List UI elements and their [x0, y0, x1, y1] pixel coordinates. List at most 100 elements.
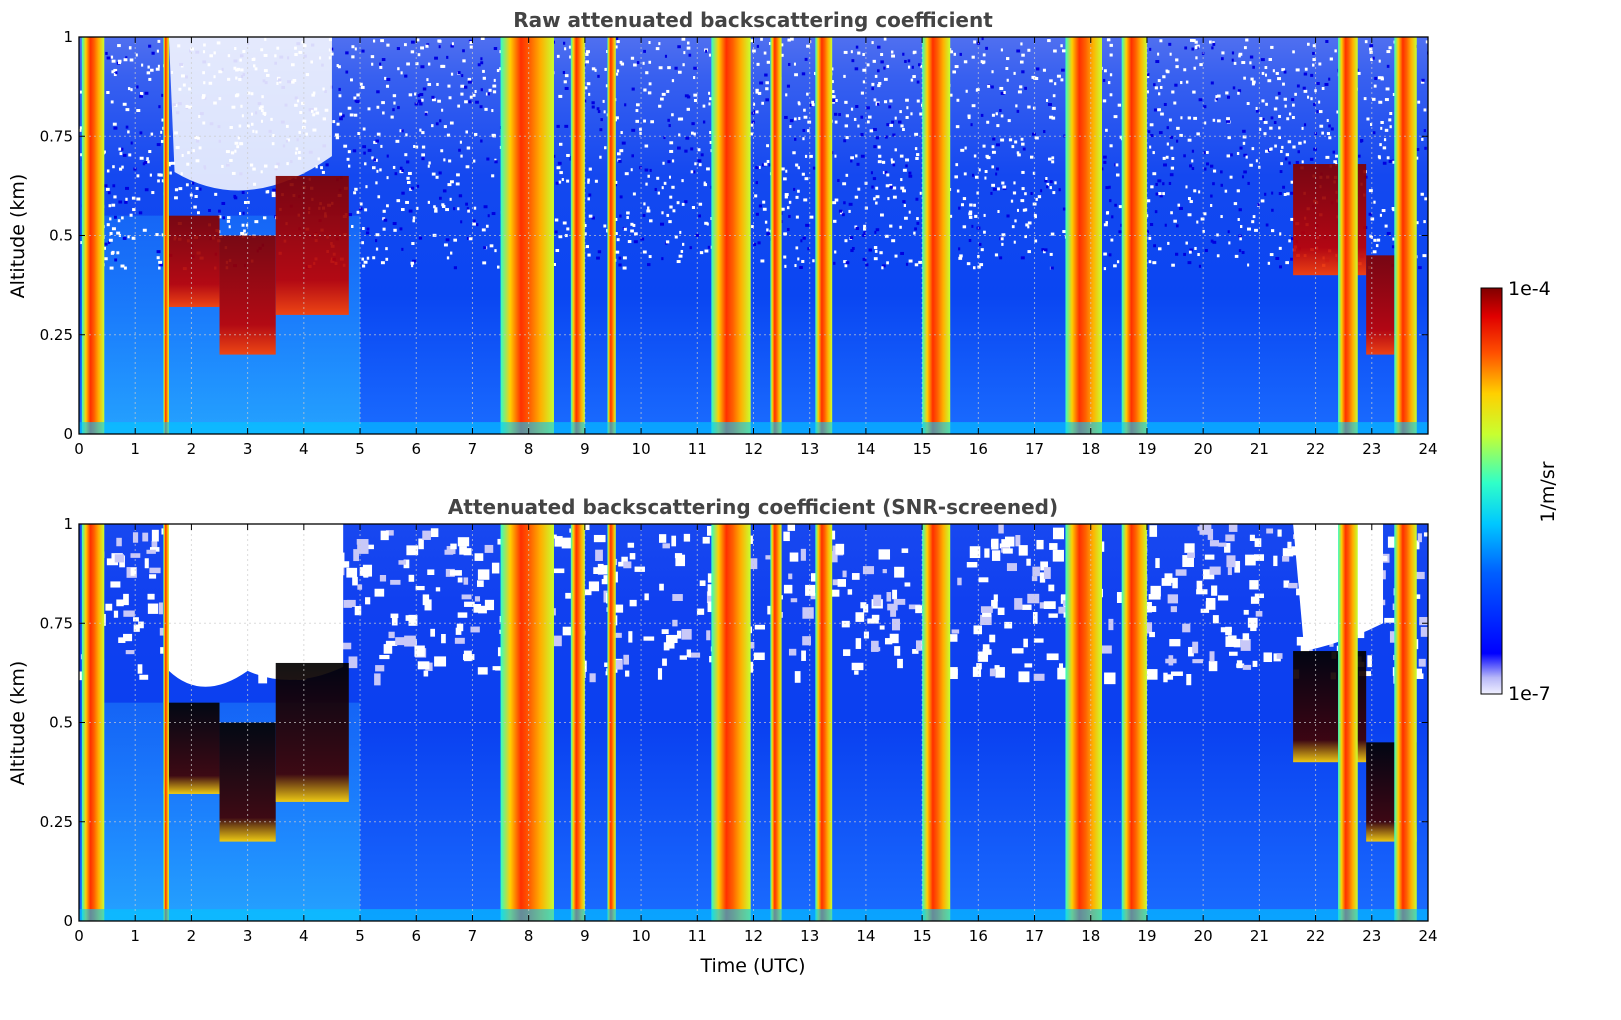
noise-cell — [908, 604, 921, 610]
noise-cell — [435, 175, 439, 179]
noise-cell — [709, 130, 712, 134]
noise-cell — [1036, 539, 1044, 550]
noise-cell — [1263, 132, 1267, 136]
noise-cell — [426, 78, 429, 82]
noise-cell — [1052, 527, 1064, 540]
noise-cell — [112, 122, 117, 126]
noise-cell — [461, 594, 472, 600]
noise-cell — [361, 257, 365, 261]
y-tick-label: 0.25 — [40, 326, 73, 344]
noise-cell — [376, 169, 379, 173]
noise-cell — [221, 201, 226, 205]
noise-cell — [999, 256, 1003, 260]
noise-cell — [1232, 86, 1236, 90]
noise-cell — [1288, 582, 1298, 589]
noise-cell — [1386, 50, 1391, 54]
noise-cell — [802, 236, 806, 240]
noise-cell — [142, 532, 149, 542]
noise-cell — [353, 113, 358, 117]
chart-title-screened: Attenuated backscattering coefficient (S… — [448, 495, 1058, 519]
noise-cell — [1032, 171, 1036, 175]
noise-cell — [892, 133, 896, 137]
noise-cell — [987, 84, 991, 88]
noise-cell — [1238, 234, 1242, 238]
noise-cell — [174, 188, 179, 192]
noise-cell — [412, 216, 416, 220]
noise-cell — [802, 607, 814, 619]
noise-cell — [585, 60, 589, 64]
noise-cell — [800, 239, 803, 243]
x-tick-label: 4 — [299, 440, 309, 458]
noise-cell — [1286, 117, 1290, 121]
noise-cell — [890, 609, 897, 617]
noise-cell — [915, 640, 922, 651]
noise-cell — [954, 65, 959, 69]
noise-cell — [355, 100, 360, 104]
noise-cell — [616, 152, 621, 156]
noise-cell — [890, 158, 893, 162]
noise-cell — [199, 187, 202, 191]
noise-cell — [884, 135, 888, 139]
noise-cell — [1369, 47, 1373, 51]
noise-cell — [1155, 182, 1158, 186]
noise-cell — [919, 112, 923, 116]
noise-cell — [439, 119, 442, 123]
noise-cell — [564, 124, 569, 128]
noise-cell — [556, 166, 561, 170]
noise-cell — [1176, 139, 1179, 143]
noise-cell — [871, 640, 879, 652]
noise-cell — [1203, 212, 1207, 216]
noise-cell — [672, 594, 683, 601]
noise-cell — [992, 137, 996, 141]
noise-cell — [630, 168, 633, 172]
noise-cell — [407, 171, 412, 175]
noise-cell — [558, 94, 563, 98]
noise-cell — [226, 219, 231, 223]
noise-cell — [831, 80, 834, 84]
noise-cell — [1217, 94, 1221, 98]
noise-cell — [990, 191, 993, 195]
noise-cell — [1286, 192, 1290, 196]
noise-cell — [765, 81, 769, 85]
noise-cell — [457, 537, 470, 547]
noise-cell — [362, 145, 367, 149]
noise-cell — [124, 200, 128, 204]
noise-cell — [139, 94, 144, 98]
noise-cell — [845, 261, 850, 265]
noise-cell — [797, 257, 800, 261]
noise-cell — [491, 133, 496, 137]
noise-cell — [1186, 674, 1192, 686]
noise-cell — [644, 168, 649, 172]
noise-cell — [1319, 124, 1324, 128]
noise-cell — [379, 654, 390, 660]
noise-cell — [697, 148, 701, 152]
noise-cell — [1217, 119, 1221, 123]
noise-cell — [244, 233, 248, 237]
noise-cell — [373, 140, 378, 144]
noise-cell — [844, 124, 849, 128]
noise-cell — [843, 139, 847, 143]
noise-cell — [809, 40, 812, 44]
noise-cell — [1001, 181, 1005, 185]
noise-cell — [1273, 107, 1278, 111]
noise-cell — [890, 50, 894, 54]
noise-cell — [493, 47, 498, 51]
noise-cell — [1103, 252, 1107, 256]
noise-cell — [962, 197, 967, 201]
noise-cell — [1252, 80, 1256, 84]
noise-cell — [658, 104, 662, 108]
noise-cell — [753, 102, 756, 106]
noise-cell — [871, 614, 880, 620]
noise-cell — [1414, 673, 1424, 679]
noise-cell — [1206, 162, 1210, 166]
noise-cell — [242, 211, 245, 215]
noise-cell — [1162, 182, 1165, 186]
noise-cell — [1000, 114, 1004, 118]
noise-cell — [1192, 39, 1196, 43]
noise-cell — [392, 108, 395, 112]
noise-cell — [385, 640, 398, 646]
noise-cell — [618, 256, 622, 260]
noise-cell — [616, 72, 619, 76]
noise-cell — [1049, 180, 1053, 184]
noise-cell — [801, 259, 805, 263]
